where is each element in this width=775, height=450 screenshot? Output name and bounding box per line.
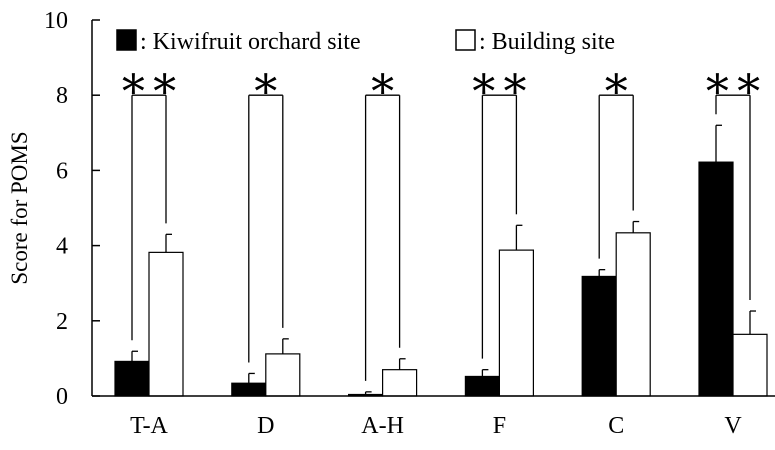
significance-mark: ∗∗ [702, 57, 765, 108]
y-ticks: 0 2 4 6 8 10 [44, 8, 100, 410]
legend-label-kiwifruit: : Kiwifruit orchard site [140, 29, 361, 55]
legend-swatch-kiwifruit [116, 29, 137, 51]
significance-mark: ∗ [250, 57, 281, 108]
error-bars [131, 124, 756, 395]
x-tick-label: F [493, 413, 506, 439]
legend-swatch-building [455, 29, 476, 51]
x-tick-label: D [257, 413, 274, 439]
y-tick-label: 8 [56, 83, 68, 109]
bar-building-F [498, 249, 534, 397]
bar-kiwifruit-C [581, 275, 617, 397]
y-tick-label: 2 [56, 309, 68, 335]
bars [114, 161, 768, 397]
bar-building-T-A [148, 251, 184, 397]
y-tick-label: 4 [56, 234, 68, 260]
significance-mark: ∗ [367, 57, 398, 108]
x-tick-label: V [724, 413, 742, 439]
y-axis-label: Score for POMS [7, 131, 32, 284]
bar-building-D [265, 353, 301, 397]
significance-brackets: ∗∗ ∗ ∗ ∗∗ ∗ ∗∗ [118, 57, 765, 381]
x-ticks: T-A D A-H F C V [130, 413, 742, 439]
x-tick-label: C [608, 413, 624, 439]
significance-mark: ∗ [601, 57, 632, 108]
bar-kiwifruit-T-A [114, 360, 150, 397]
y-tick-label: 0 [56, 384, 68, 410]
significance-mark: ∗∗ [118, 57, 181, 108]
x-tick-label: A-H [361, 413, 404, 439]
legend-label-building: : Building site [479, 29, 615, 55]
bar-kiwifruit-D [231, 382, 267, 397]
significance-mark: ∗∗ [468, 57, 531, 108]
bar-building-C [615, 232, 651, 397]
bar-building-V [732, 333, 768, 397]
bar-kiwifruit-V [698, 161, 734, 397]
bar-building-A-H [382, 369, 418, 397]
x-tick-label: T-A [130, 413, 168, 439]
bar-kiwifruit-F [464, 375, 500, 397]
y-tick-label: 10 [44, 8, 68, 34]
y-tick-label: 6 [56, 158, 68, 184]
legend: : Kiwifruit orchard site : Building site [116, 29, 615, 55]
